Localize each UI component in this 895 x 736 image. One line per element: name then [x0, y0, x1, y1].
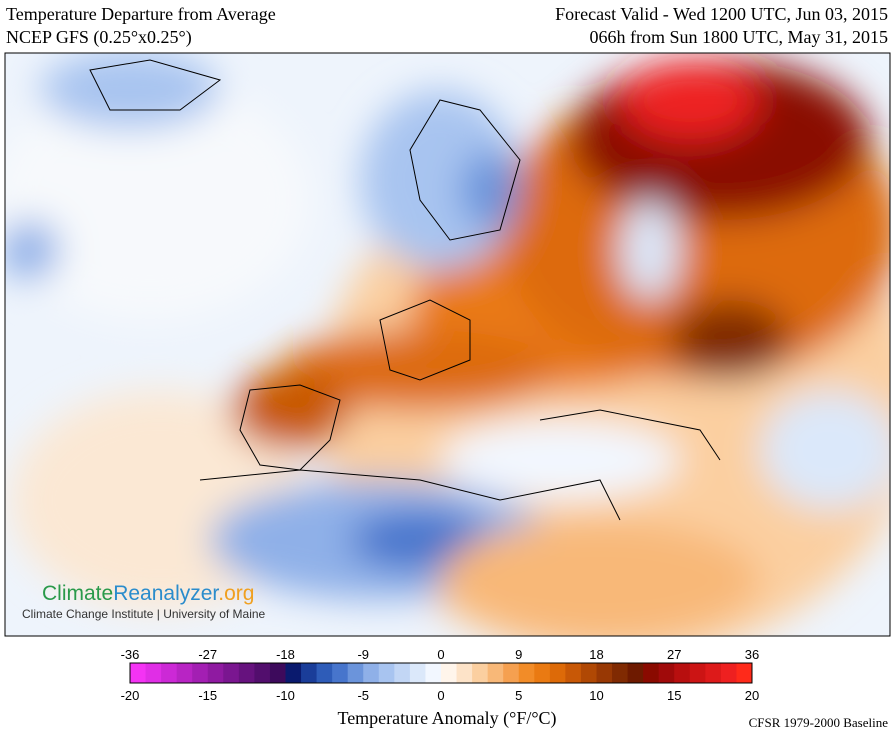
fahrenheit-tick-label: 27: [667, 647, 681, 662]
colorbar-cell: [612, 663, 629, 683]
colorbar-cell: [347, 663, 364, 683]
colorbar-cell: [316, 663, 333, 683]
colorbar-cell: [363, 663, 380, 683]
celsius-tick-label: -10: [276, 688, 295, 703]
colorbar-cell: [285, 663, 302, 683]
fahrenheit-tick-label: -27: [198, 647, 217, 662]
logo-part: .org: [218, 582, 254, 605]
colorbar-cell: [378, 663, 395, 683]
colorbar-cell: [627, 663, 644, 683]
colorbar-cell: [720, 663, 737, 683]
colorbar-cell: [394, 663, 411, 683]
celsius-tick-label: 5: [515, 688, 522, 703]
colorbar-cell: [192, 663, 209, 683]
logo-part: Climate: [42, 582, 113, 605]
fahrenheit-tick-label: 9: [515, 647, 522, 662]
logo-subtitle: Climate Change Institute | University of…: [22, 607, 266, 621]
colorbar-cell: [301, 663, 318, 683]
colorbar-cell: [534, 663, 551, 683]
colorbar-cell: [565, 663, 582, 683]
forecast-hour: 066h from Sun 1800 UTC, May 31, 2015: [590, 27, 889, 47]
colorbar-cell: [658, 663, 675, 683]
title: Temperature Departure from Average: [6, 4, 276, 24]
colorbar-cell: [207, 663, 224, 683]
colorbar-cell: [643, 663, 660, 683]
fahrenheit-tick-label: -36: [121, 647, 140, 662]
celsius-tick-label: 20: [745, 688, 759, 703]
colorbar-cell: [487, 663, 504, 683]
celsius-tick-label: -20: [121, 688, 140, 703]
logo-part: Reanalyzer: [113, 582, 219, 605]
colorbar-cell: [674, 663, 691, 683]
colorbar-cell: [518, 663, 535, 683]
fahrenheit-tick-label: 36: [745, 647, 759, 662]
colorbar-cell: [176, 663, 193, 683]
celsius-tick-label: 10: [589, 688, 603, 703]
fahrenheit-tick-label: -18: [276, 647, 295, 662]
fahrenheit-tick-label: 18: [589, 647, 603, 662]
colorbar-cell: [705, 663, 722, 683]
logo: ClimateReanalyzer.org: [42, 582, 254, 605]
fahrenheit-tick-label: 0: [437, 647, 444, 662]
colorbar-cell: [456, 663, 473, 683]
celsius-tick-label: 15: [667, 688, 681, 703]
map: [5, 53, 890, 636]
colorbar-cell: [549, 663, 566, 683]
map-frame: [4, 52, 891, 637]
colorbar-frame: [129, 662, 753, 684]
subtitle: NCEP GFS (0.25°x0.25°): [6, 27, 192, 48]
colorbar-cell: [409, 663, 426, 683]
colorbar-cell: [223, 663, 240, 683]
celsius-tick-label: -5: [357, 688, 369, 703]
colorbar-cell: [130, 663, 147, 683]
colorbar-cell: [161, 663, 178, 683]
colorbar-cell: [689, 663, 706, 683]
colorbar-cell: [145, 663, 162, 683]
colorbar-cell: [472, 663, 489, 683]
colorbar-cell: [425, 663, 442, 683]
colorbar-cell: [269, 663, 286, 683]
colorbar-label: Temperature Anomaly (°F/°C): [337, 708, 556, 729]
colorbar-cell: [332, 663, 349, 683]
celsius-tick-label: 0: [437, 688, 444, 703]
baseline: CFSR 1979-2000 Baseline: [749, 715, 889, 730]
colorbar-cell: [596, 663, 613, 683]
colorbar-cell: [736, 663, 753, 683]
celsius-tick-label: -15: [198, 688, 217, 703]
colorbar-cell: [254, 663, 271, 683]
colorbar-cell: [503, 663, 520, 683]
valid-time: Forecast Valid - Wed 1200 UTC, Jun 03, 2…: [555, 4, 888, 24]
fahrenheit-tick-label: -9: [357, 647, 369, 662]
colorbar-cell: [580, 663, 597, 683]
colorbar-cell: [238, 663, 255, 683]
colorbar-cell: [441, 663, 458, 683]
